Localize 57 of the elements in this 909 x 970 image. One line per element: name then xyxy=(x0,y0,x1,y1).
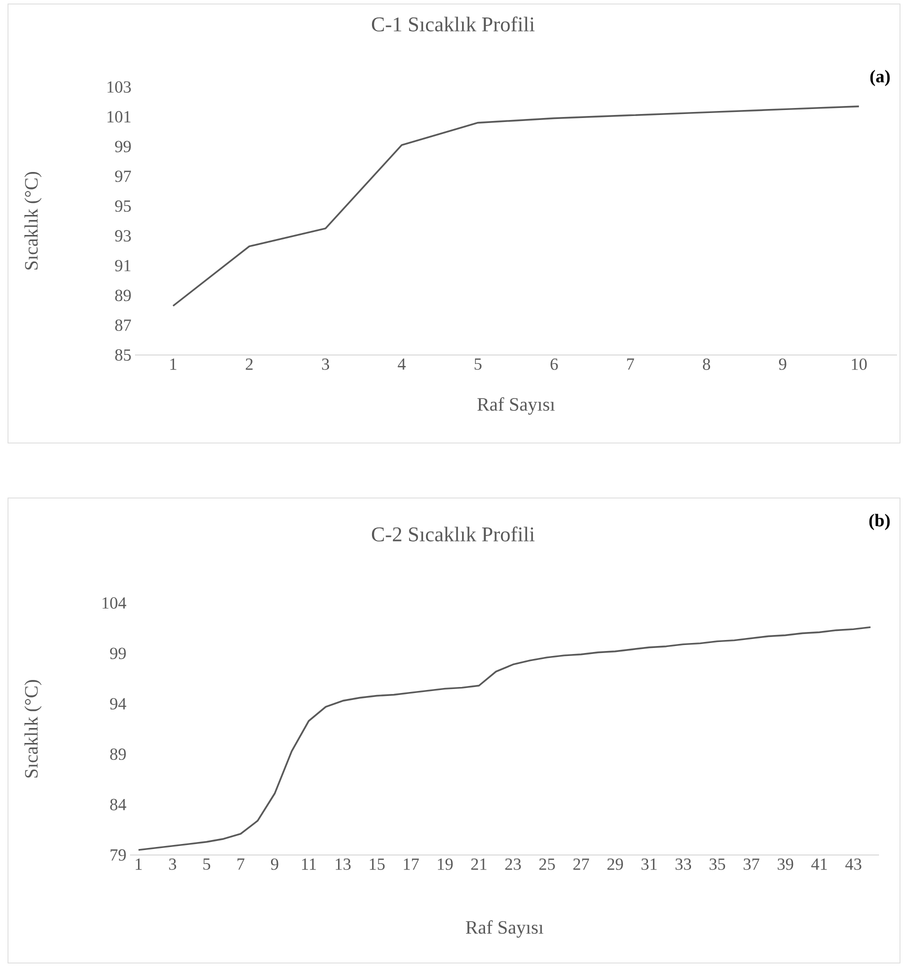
y-tick-label: 87 xyxy=(115,320,131,331)
chart-title: C-1 Sıcaklık Profili xyxy=(372,16,535,32)
y-tick-label: 95 xyxy=(115,200,131,212)
y-tick-label: 103 xyxy=(108,81,131,93)
x-tick-label: 41 xyxy=(811,858,827,870)
y-tick-label: 85 xyxy=(115,349,131,361)
x-tick-label: 4 xyxy=(398,358,406,370)
y-tick-label: 94 xyxy=(110,698,126,710)
x-tick-label: 5 xyxy=(474,358,482,370)
y-tick-label: 84 xyxy=(110,798,126,810)
y-tick-label: 104 xyxy=(102,597,126,609)
y-tick-label: 97 xyxy=(115,170,131,182)
x-tick-label: 7 xyxy=(238,858,244,870)
y-tick-label: 89 xyxy=(115,290,131,302)
y-tick-label: 99 xyxy=(110,648,126,660)
chart-title: C-2 Sıcaklık Profili xyxy=(372,526,535,542)
x-tick-label: 27 xyxy=(573,858,590,870)
y-tick-label: 89 xyxy=(110,748,126,760)
x-tick-label: 31 xyxy=(642,858,657,870)
x-tick-label: 25 xyxy=(539,858,555,870)
x-tick-label: 7 xyxy=(627,358,634,370)
y-axis-title: Sıcaklık (°C) xyxy=(24,680,42,778)
x-tick-label: 43 xyxy=(845,858,862,870)
x-tick-label: 35 xyxy=(710,858,726,870)
x-tick-label: 21 xyxy=(471,858,486,870)
x-tick-label: 5 xyxy=(203,858,210,870)
x-tick-label: 1 xyxy=(136,858,142,870)
x-tick-label: 19 xyxy=(438,858,453,870)
x-tick-label: 33 xyxy=(676,858,692,870)
x-tick-label: 15 xyxy=(370,858,385,870)
line-series xyxy=(172,106,860,307)
x-tick-label: 2 xyxy=(246,358,253,370)
x-tick-label: 9 xyxy=(271,858,278,870)
x-tick-label: 39 xyxy=(778,858,794,870)
text: (b) xyxy=(869,514,890,530)
x-tick-label: 6 xyxy=(550,358,558,370)
x-tick-label: 13 xyxy=(336,858,351,870)
x-tick-label: 11 xyxy=(302,858,316,870)
text: (a) xyxy=(870,70,890,86)
x-tick-label: 29 xyxy=(607,858,623,870)
y-tick-label: 93 xyxy=(115,230,131,242)
x-tick-label: 9 xyxy=(779,358,786,370)
x-axis-title: Raf Sayısı xyxy=(477,397,555,415)
x-tick-label: 17 xyxy=(404,858,419,870)
x-tick-label: 3 xyxy=(322,358,330,370)
y-tick-label: 101 xyxy=(108,111,130,122)
x-tick-label: 10 xyxy=(852,358,867,370)
x-tick-label: 1 xyxy=(170,358,176,370)
x-tick-label: 3 xyxy=(169,858,176,870)
x-tick-label: 37 xyxy=(744,858,760,870)
x-tick-label: 8 xyxy=(702,358,710,370)
y-tick-label: 99 xyxy=(115,140,131,152)
y-tick-label: 79 xyxy=(110,849,126,861)
y-axis-title: Sıcaklık (°C) xyxy=(24,172,42,270)
y-tick-label: 91 xyxy=(115,260,130,272)
x-axis-title: Raf Sayısı xyxy=(466,920,544,938)
x-tick-label: 23 xyxy=(505,858,521,870)
